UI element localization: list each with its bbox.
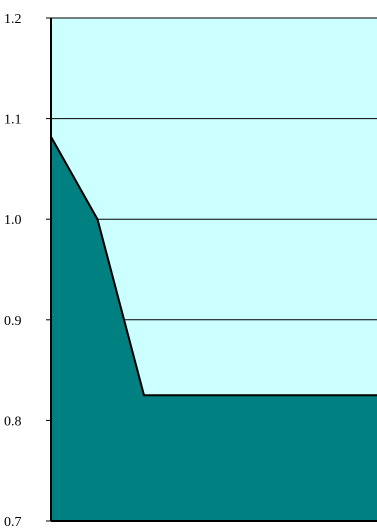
y-tick-label-0.7: 0.7	[4, 515, 22, 529]
y-tick-label-1.0: 1.0	[4, 213, 22, 228]
y-axis-tick-labels: 0.7 0.8 0.9 1.0 1.1 1.2	[4, 12, 22, 529]
y-tick-label-0.8: 0.8	[4, 414, 22, 429]
area-series	[51, 136, 377, 521]
y-tick-label-1.2: 1.2	[4, 12, 22, 27]
y-tick-label-0.9: 0.9	[4, 314, 22, 329]
y-tick-label-1.1: 1.1	[4, 113, 22, 128]
axes	[46, 17, 377, 522]
area-series-outline	[50, 136, 377, 397]
